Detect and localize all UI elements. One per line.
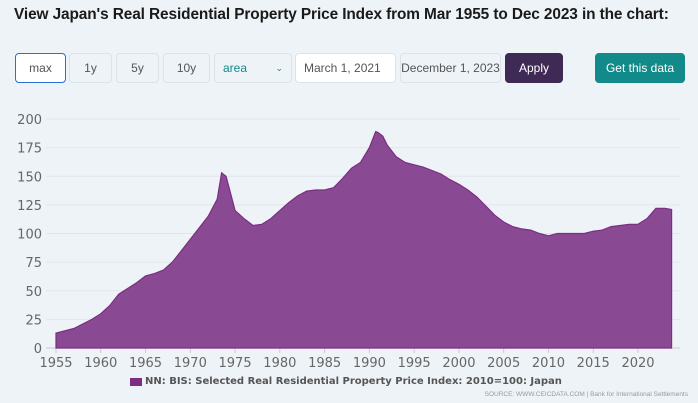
area-series [55,130,673,349]
x-tick-label: 1970 [174,356,207,371]
page-title: View Japan's Real Residential Property P… [14,6,669,23]
x-tick-label: 1980 [263,356,296,371]
x-tick-label: 2020 [621,356,654,371]
chevron-down-icon: ⌄ [275,62,283,73]
legend-item[interactable]: NN: BIS: Selected Real Residential Prope… [130,376,562,387]
y-tick-label: 175 [17,142,42,157]
y-tick-label: 100 [17,228,42,243]
range-5y-button[interactable]: 5y [116,53,159,83]
source-note: SOURCE: WWW.CEICDATA.COM | Bank for Inte… [484,391,688,398]
x-tick-label: 2000 [442,356,475,371]
y-tick-label: 75 [25,256,42,271]
area-chart: 0 25 50 75 100 125 150 175 200 1955 1960 1965 1970 19… [17,113,680,371]
y-tick-label: 150 [17,170,42,185]
x-tick-label: 2010 [532,356,565,371]
y-tick-label: 200 [17,113,42,128]
x-tick-label: 1960 [84,356,117,371]
chart-type-select[interactable]: area ⌄ [214,53,292,83]
y-tick-label: 0 [34,342,42,357]
apply-button[interactable]: Apply [505,53,563,83]
end-date-input[interactable]: December 1, 2023 [400,53,501,83]
y-tick-label: 50 [25,285,42,300]
y-tick-label: 125 [17,199,42,214]
x-tick-label: 1975 [219,356,252,371]
x-tick-label: 1985 [308,356,341,371]
x-tick-label: 1955 [39,356,72,371]
x-tick-label: 2015 [577,356,610,371]
range-1y-button[interactable]: 1y [69,53,112,83]
range-10y-button[interactable]: 10y [163,53,210,83]
get-data-button[interactable]: Get this data [595,53,685,83]
legend-swatch [130,377,142,386]
range-max-button[interactable]: max [15,53,66,83]
x-tick-label: 1965 [129,356,162,371]
start-date-input[interactable]: March 1, 2021 [295,53,396,83]
chart-type-value: area [223,61,248,75]
x-tick-label: 1990 [353,356,386,371]
legend-label: NN: BIS: Selected Real Residential Prope… [145,376,562,387]
x-tick-label: 1995 [398,356,431,371]
x-tick-label: 2005 [487,356,520,371]
y-tick-label: 25 [25,313,42,328]
